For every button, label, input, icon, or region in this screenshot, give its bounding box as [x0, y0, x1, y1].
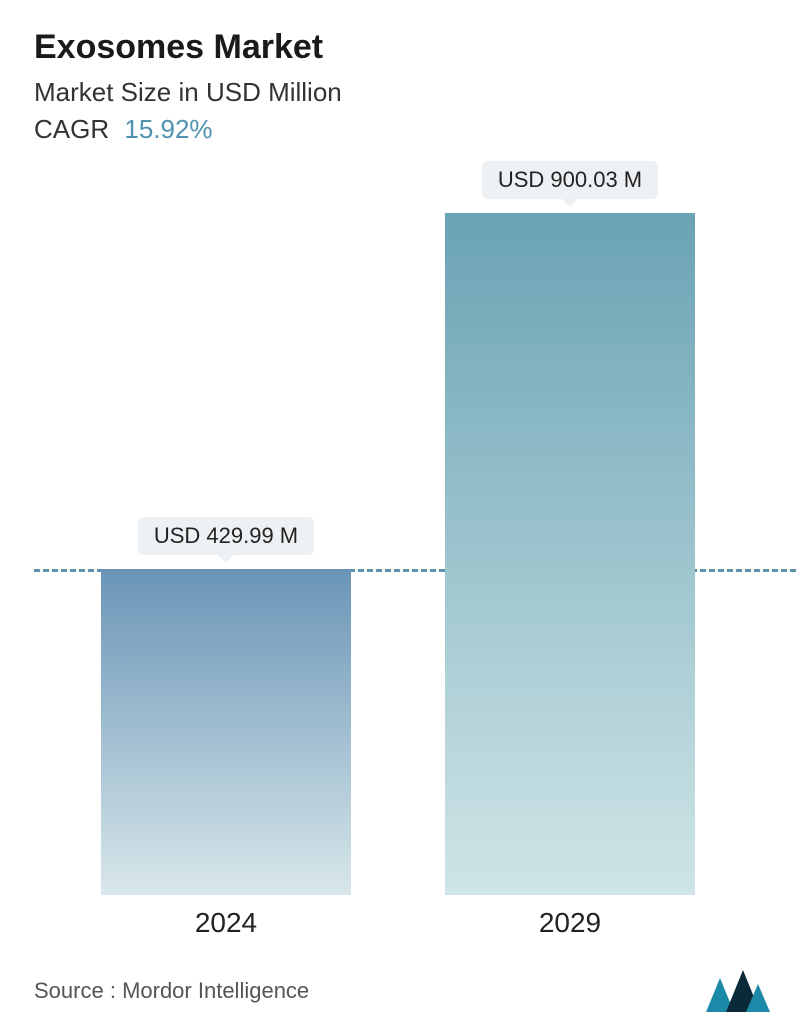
bars-container: USD 429.99 MUSD 900.03 M [34, 175, 762, 895]
source-text: Source : Mordor Intelligence [34, 978, 309, 1004]
value-badge: USD 429.99 M [138, 517, 314, 555]
value-badge: USD 900.03 M [482, 161, 658, 199]
bar [101, 569, 351, 895]
chart-area: USD 429.99 MUSD 900.03 M [34, 175, 762, 895]
bar [445, 213, 695, 895]
chart-subtitle: Market Size in USD Million [34, 77, 762, 108]
cagr-value: 15.92% [124, 114, 212, 144]
x-axis-label: 2024 [86, 907, 366, 939]
bar-slot: USD 900.03 M [430, 161, 710, 895]
x-axis-label: 2029 [430, 907, 710, 939]
chart-title: Exosomes Market [34, 28, 762, 67]
cagr-row: CAGR 15.92% [34, 114, 762, 145]
source-label: Source : [34, 978, 116, 1003]
cagr-label: CAGR [34, 114, 109, 144]
x-axis: 2024 2029 [34, 895, 762, 939]
footer: Source : Mordor Intelligence [34, 970, 772, 1012]
bar-slot: USD 429.99 M [86, 517, 366, 895]
source-name: Mordor Intelligence [122, 978, 309, 1003]
brand-logo-icon [706, 970, 772, 1012]
